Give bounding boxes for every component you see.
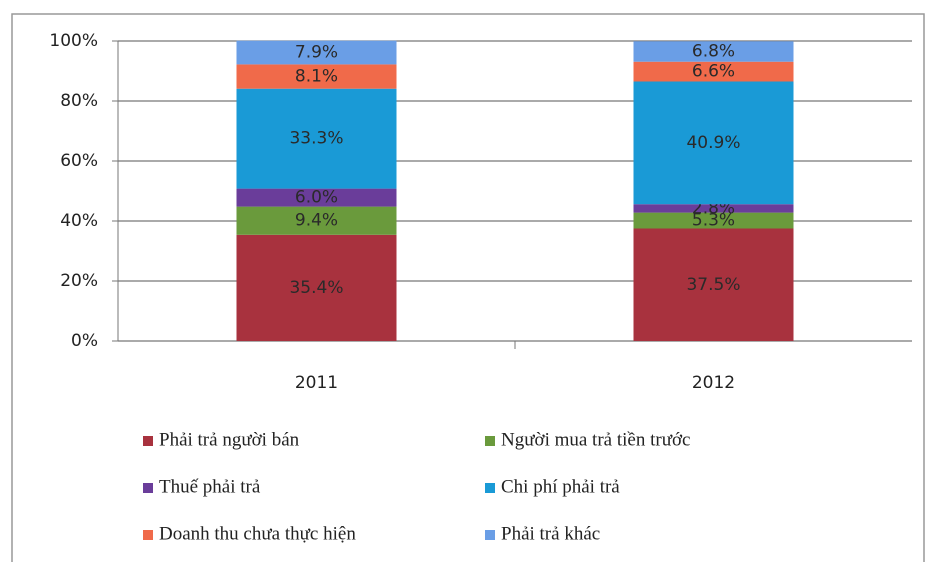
- data-label: 9.4%: [295, 211, 338, 231]
- data-label: 6.6%: [692, 62, 735, 82]
- data-label: 40.9%: [686, 133, 740, 153]
- legend-label: Thuế phải trả: [159, 476, 261, 497]
- y-tick-label: 60%: [60, 151, 98, 171]
- data-label: 35.4%: [289, 278, 343, 298]
- bar-segment: [236, 64, 397, 89]
- bar-segment: [633, 212, 794, 229]
- bar-segment: [633, 81, 794, 205]
- bar-segment: [236, 40, 397, 65]
- legend-swatch: [485, 530, 495, 540]
- bar-segment: [633, 204, 794, 213]
- y-tick-label: 80%: [60, 91, 98, 111]
- chart-frame: [11, 13, 925, 562]
- bar-segment: [633, 228, 794, 341]
- bar-segment: [236, 206, 397, 235]
- legend-label: Phải trả khác: [501, 523, 600, 544]
- legend-swatch: [143, 436, 153, 446]
- data-label: 37.5%: [686, 275, 740, 295]
- legend-label: Doanh thu chưa thực hiện: [159, 523, 356, 544]
- data-label: 6.0%: [295, 188, 338, 208]
- bar-segment: [236, 234, 397, 341]
- data-label: 8.1%: [295, 67, 338, 87]
- bar-segment: [236, 88, 397, 189]
- x-tick-label: 2012: [692, 373, 735, 393]
- bar-segment: [633, 61, 794, 82]
- data-label: 5.3%: [692, 211, 735, 231]
- legend-swatch: [143, 530, 153, 540]
- legend-label: Phải trả người bán: [159, 429, 300, 450]
- data-label: 6.8%: [692, 42, 735, 62]
- legend-swatch: [485, 483, 495, 493]
- bar-segment: [236, 188, 397, 207]
- legend-swatch: [485, 436, 495, 446]
- y-tick-label: 0%: [71, 331, 98, 351]
- legend-label: Chi phí phải trả: [501, 476, 620, 497]
- bar-segment: [633, 41, 794, 62]
- data-label: 7.9%: [295, 43, 338, 63]
- y-tick-label: 20%: [60, 271, 98, 291]
- legend-label: Người mua trả tiền trước: [501, 429, 690, 450]
- x-tick-label: 2011: [295, 373, 338, 393]
- y-tick-label: 100%: [49, 31, 98, 51]
- y-tick-label: 40%: [60, 211, 98, 231]
- data-label: 33.3%: [289, 129, 343, 149]
- legend-swatch: [143, 483, 153, 493]
